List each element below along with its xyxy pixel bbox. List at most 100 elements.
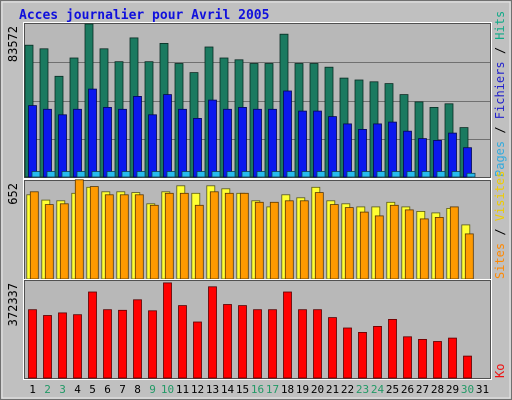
- bar-fichiers-day-8: [133, 96, 142, 178]
- bar-ko-day-27: [418, 338, 427, 379]
- bar-sites-day-24: [374, 215, 384, 280]
- bar-sites-day-22: [344, 207, 354, 280]
- bar-fichiers-day-2: [43, 108, 52, 178]
- legend-segment-1: Ko: [493, 364, 507, 378]
- bar-sites-day-19: [299, 200, 309, 280]
- y-max-label: 372337: [6, 283, 20, 326]
- legend-segment-2: /: [493, 221, 507, 243]
- bar-sites-day-25: [389, 204, 399, 280]
- x-tick-day-18: 18: [281, 383, 294, 396]
- bar-fichiers-day-13: [208, 99, 217, 178]
- bar-pages-day-27: [421, 171, 431, 178]
- bar-sites-day-20: [314, 192, 324, 280]
- x-tick-day-5: 5: [89, 383, 96, 396]
- bar-sites-day-11: [179, 192, 189, 280]
- bar-pages-day-25: [391, 171, 401, 178]
- bar-sites-day-2: [44, 204, 54, 280]
- bar-fichiers-day-14: [223, 108, 232, 178]
- bar-pages-day-8: [136, 171, 146, 178]
- bar-ko-day-9: [148, 310, 157, 379]
- legend-segment-5: Hits: [493, 11, 507, 40]
- bar-sites-day-9: [149, 204, 159, 280]
- bar-ko-day-23: [358, 331, 367, 379]
- bar-fichiers-day-20: [313, 110, 322, 178]
- bar-ko-day-18: [283, 291, 292, 379]
- x-tick-day-14: 14: [221, 383, 235, 396]
- x-tick-day-10: 10: [161, 383, 174, 396]
- bar-ko-day-28: [433, 341, 442, 379]
- bar-ko-day-17: [268, 309, 277, 379]
- bar-pages-day-20: [316, 171, 326, 178]
- bar-pages-day-22: [346, 171, 356, 178]
- panel-1: 83572 Pages / Fichiers / Hits: [6, 11, 507, 179]
- bar-ko-day-11: [178, 305, 187, 379]
- panel-3: 372337 Ko: [6, 279, 507, 380]
- bar-pages-day-23: [361, 171, 371, 178]
- x-tick-day-30: 30: [461, 383, 474, 396]
- bar-fichiers-day-6: [103, 107, 112, 178]
- x-tick-day-21: 21: [326, 383, 339, 396]
- bar-sites-day-16: [254, 201, 264, 280]
- bar-fichiers-day-25: [388, 121, 397, 178]
- bar-pages-day-5: [91, 171, 101, 178]
- x-tick-day-23: 23: [356, 383, 369, 396]
- bar-ko-day-1: [28, 309, 37, 379]
- bar-pages-day-7: [121, 171, 131, 178]
- bar-sites-day-27: [419, 218, 429, 280]
- bar-pages-day-16: [256, 171, 266, 178]
- bar-pages-day-15: [241, 171, 251, 178]
- bar-sites-day-15: [239, 192, 249, 280]
- bar-fichiers-day-19: [298, 110, 307, 178]
- bar-pages-day-26: [406, 171, 416, 178]
- bar-sites-day-13: [209, 191, 219, 280]
- x-tick-day-4: 4: [74, 383, 81, 396]
- x-axis-day-labels: 1 2 3 4 5 6 7 8 9 10 11 12 13 14 15 16 17 18 19 20 21 22 23 24 2…: [29, 383, 489, 396]
- bar-ko-day-13: [208, 286, 217, 379]
- bar-fichiers-day-26: [403, 130, 412, 178]
- bar-ko-day-3: [58, 312, 67, 379]
- y-max-label: 652: [6, 183, 20, 205]
- bar-ko-day-5: [88, 291, 97, 379]
- bar-ko-day-26: [403, 336, 412, 379]
- x-tick-day-9: 9: [149, 383, 156, 396]
- legend-segment-4: /: [493, 40, 507, 62]
- bar-sites-day-29: [449, 206, 459, 280]
- bar-pages-day-18: [286, 171, 296, 178]
- bar-pages-day-19: [301, 171, 311, 178]
- x-tick-day-8: 8: [134, 383, 141, 396]
- bar-ko-day-2: [43, 315, 52, 379]
- bar-fichiers-day-29: [448, 132, 457, 178]
- x-tick-day-2: 2: [44, 383, 51, 396]
- bar-fichiers-day-9: [148, 114, 157, 178]
- bar-sites-day-3: [59, 203, 69, 280]
- x-tick-day-17: 17: [266, 383, 279, 396]
- bar-sites-day-23: [359, 211, 369, 280]
- bar-sites-day-18: [284, 200, 294, 280]
- legend: Sites / Visites: [493, 171, 507, 279]
- bar-pages-day-9: [151, 171, 161, 178]
- bar-sites-day-21: [329, 204, 339, 280]
- bar-ko-day-10: [163, 282, 172, 379]
- bar-fichiers-day-22: [343, 123, 352, 178]
- bar-fichiers-day-18: [283, 90, 292, 178]
- bar-pages-day-2: [46, 171, 56, 178]
- legend-segment-3: Fichiers: [493, 61, 507, 119]
- bar-fichiers-day-23: [358, 128, 367, 178]
- bar-sites-day-1: [29, 191, 39, 280]
- bar-fichiers-day-1: [28, 105, 37, 178]
- x-tick-day-1: 1: [29, 383, 36, 396]
- bar-sites-day-4: [74, 179, 84, 280]
- bar-sites-day-6: [104, 194, 114, 280]
- bar-ko-day-22: [343, 327, 352, 379]
- bar-ko-day-29: [448, 337, 457, 379]
- bar-ko-day-12: [193, 321, 202, 379]
- x-tick-day-19: 19: [296, 383, 309, 396]
- bar-sites-day-8: [134, 194, 144, 280]
- x-tick-day-27: 27: [416, 383, 429, 396]
- bar-fichiers-day-17: [268, 108, 277, 178]
- bar-ko-day-8: [133, 299, 142, 379]
- legend: Ko: [493, 364, 507, 378]
- bar-pages-day-6: [106, 171, 116, 178]
- x-tick-day-13: 13: [206, 383, 219, 396]
